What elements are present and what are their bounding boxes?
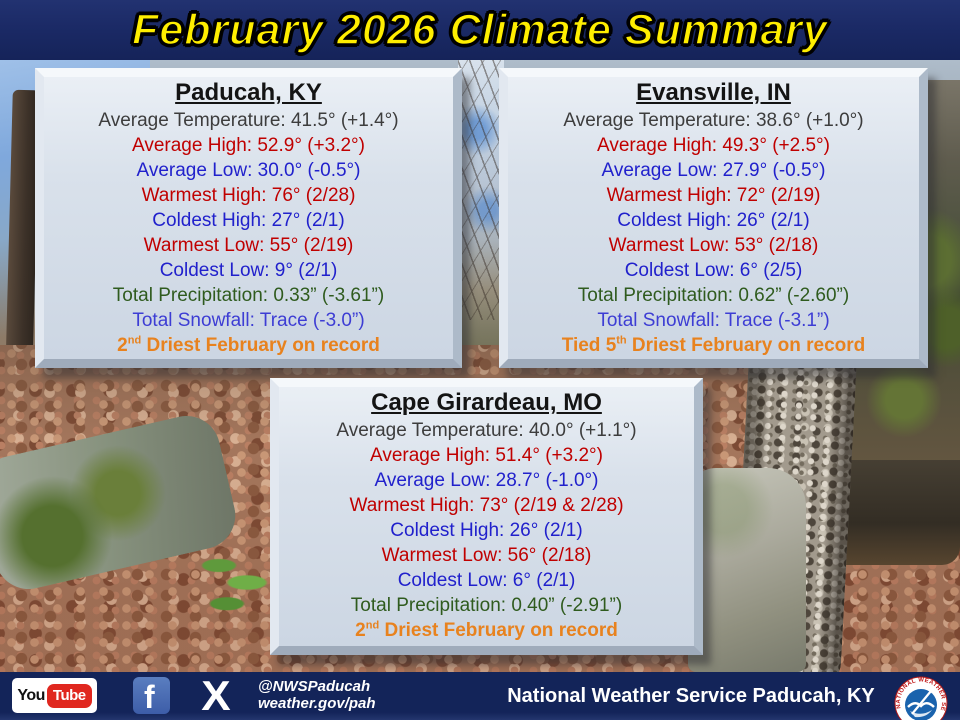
facebook-logo[interactable]: f bbox=[133, 677, 170, 714]
gray-boulder bbox=[688, 468, 806, 672]
fern bbox=[195, 540, 275, 625]
youtube-logo-text: You bbox=[17, 686, 45, 704]
nws-logo: NATIONAL WEATHER SERVICE bbox=[894, 676, 948, 720]
stat-line: Average Low: 28.7° (-1.0°) bbox=[374, 470, 599, 491]
panel-cape-girardeau-mo: Cape Girardeau, MO Average Temperature: 4… bbox=[270, 378, 703, 655]
stat-line: Total Precipitation: 0.33” (-3.61”) bbox=[112, 285, 385, 306]
website-url[interactable]: weather.gov/pah bbox=[258, 695, 376, 712]
stat-line: Coldest Low: 6° (2/1) bbox=[397, 570, 576, 591]
stat-line: Average High: 51.4° (+3.2°) bbox=[370, 445, 603, 466]
record-line: Tied 5th Driest February on record bbox=[561, 334, 866, 356]
stat-line: Average Temperature: 41.5° (+1.4°) bbox=[98, 110, 399, 131]
stat-line: Warmest High: 73° (2/19 & 2/28) bbox=[349, 495, 624, 516]
social-contact-block: @NWSPaducah weather.gov/pah bbox=[258, 678, 376, 712]
title-bar: February 2026 Climate Summary bbox=[0, 0, 960, 60]
org-name: National Weather Service Paducah, KY bbox=[507, 684, 875, 707]
social-handle: @NWSPaducah bbox=[258, 678, 371, 695]
footer-bar: You Tube f X @NWSPaducah weather.gov/pah… bbox=[0, 672, 960, 720]
stat-line: Coldest High: 27° (2/1) bbox=[152, 210, 345, 231]
stat-line: Warmest High: 72° (2/19) bbox=[606, 185, 821, 206]
stat-line: Total Snowfall: Trace (-3.1”) bbox=[597, 310, 830, 331]
panel-paducah-ky: Paducah, KY Average Temperature: 41.5° (+… bbox=[35, 68, 462, 368]
record-line: 2nd Driest February on record bbox=[117, 334, 380, 356]
stat-line: Average Low: 27.9° (-0.5°) bbox=[601, 160, 826, 181]
facebook-letter: f bbox=[144, 679, 155, 714]
stat-line: Coldest High: 26° (2/1) bbox=[617, 210, 810, 231]
stat-line: Average Temperature: 38.6° (+1.0°) bbox=[563, 110, 864, 131]
rock-overhang-shadow bbox=[830, 460, 960, 565]
panel-evansville-in: Evansville, IN Average Temperature: 38.6°… bbox=[499, 68, 928, 368]
stat-line: Coldest Low: 6° (2/5) bbox=[624, 260, 803, 281]
youtube-logo[interactable]: You Tube bbox=[12, 678, 97, 713]
youtube-logo-badge: Tube bbox=[46, 683, 92, 708]
stat-line: Warmest Low: 53° (2/18) bbox=[608, 235, 819, 256]
page-title: February 2026 Climate Summary bbox=[131, 5, 828, 55]
stat-line: Total Precipitation: 0.40” (-2.91”) bbox=[350, 595, 623, 616]
background-photo: Paducah, KY Average Temperature: 41.5° (+… bbox=[0, 60, 960, 672]
stat-line: Average Low: 30.0° (-0.5°) bbox=[136, 160, 361, 181]
record-line: 2nd Driest February on record bbox=[355, 619, 618, 641]
panel-title: Paducah, KY bbox=[175, 79, 322, 106]
stat-line: Total Snowfall: Trace (-3.0”) bbox=[132, 310, 365, 331]
panel-title: Cape Girardeau, MO bbox=[371, 389, 602, 416]
stat-line: Warmest Low: 56° (2/18) bbox=[381, 545, 592, 566]
stat-line: Average Temperature: 40.0° (+1.1°) bbox=[336, 420, 637, 441]
stat-line: Warmest High: 76° (2/28) bbox=[141, 185, 356, 206]
stat-line: Average High: 52.9° (+3.2°) bbox=[132, 135, 365, 156]
stat-line: Coldest High: 26° (2/1) bbox=[390, 520, 583, 541]
x-logo[interactable]: X bbox=[201, 672, 231, 719]
bare-branches bbox=[458, 60, 504, 320]
stat-line: Coldest Low: 9° (2/1) bbox=[159, 260, 338, 281]
stat-line: Total Precipitation: 0.62” (-2.60”) bbox=[577, 285, 850, 306]
stat-line: Warmest Low: 55° (2/19) bbox=[143, 235, 354, 256]
panel-title: Evansville, IN bbox=[636, 79, 791, 106]
stat-line: Average High: 49.3° (+2.5°) bbox=[597, 135, 830, 156]
